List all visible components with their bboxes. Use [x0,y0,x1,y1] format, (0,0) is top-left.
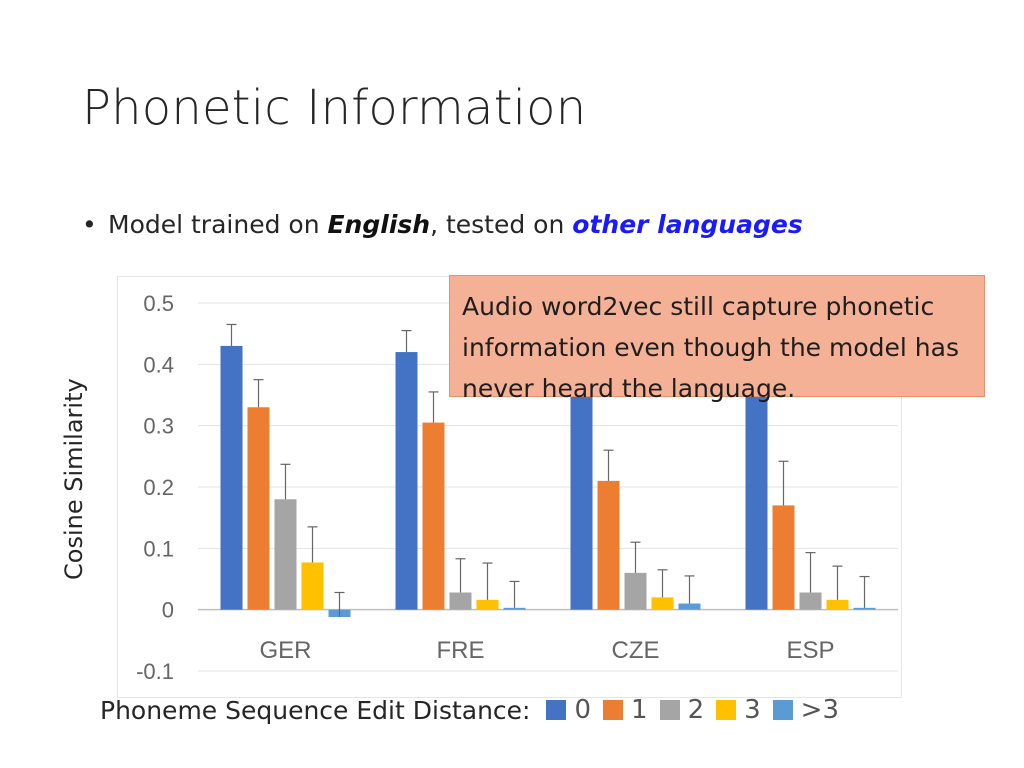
error-bar [401,330,412,353]
error-bar [428,391,439,423]
bar-esp-4 [853,607,876,610]
bullet-emphasis-other-languages: other languages [572,210,803,239]
slide-title: Phonetic Information [82,80,587,136]
legend-swatch [659,700,680,720]
bar-fre-3 [476,599,499,610]
y-tick-label: 0.1 [143,536,174,561]
bullet-dot: • [82,210,97,239]
error-bar [334,591,345,618]
bar-cze-2 [624,572,647,610]
legend-item: 0 [546,695,591,725]
legend-item: >3 [772,695,839,725]
legend-item: 2 [659,695,705,725]
bar-fre-1 [422,422,445,610]
bar-cze-1 [597,480,620,610]
bar-cze-0 [570,364,593,610]
error-bar [482,562,493,600]
legend-label: >3 [800,695,839,725]
legend-item: 1 [603,695,648,725]
error-bar [509,580,520,608]
bar-esp-1 [772,505,795,610]
error-bar [307,526,318,563]
bar-esp-2 [799,592,822,610]
bullet-middle: , tested on [430,210,573,239]
x-category-label: GER [259,637,311,664]
bar-cze-4 [678,603,701,610]
bar-ger-0 [220,345,243,610]
bar-ger-2 [274,499,297,610]
bar-ger-3 [301,562,324,610]
legend-label: 3 [744,695,761,725]
error-bar [859,575,870,608]
bar-esp-0 [745,370,768,610]
error-bar [832,565,843,600]
x-axis-categories: GER FRE CZE ESP [259,637,834,664]
error-bar [657,569,668,598]
legend-swatch [716,700,737,720]
error-bar [778,460,789,506]
bar-fre-4 [503,607,526,610]
y-axis-ticks: 0.5 0.4 0.3 0.2 0.1 0 -0.1 [136,291,174,684]
y-tick-label: 0.4 [143,352,174,377]
legend-items: 0 1 2 3 >3 [546,695,851,725]
legend-swatch [603,700,624,720]
y-tick-label: 0.3 [143,414,174,439]
legend-swatch [546,700,567,720]
bullet-emphasis-english: English [327,210,431,239]
y-tick-label: 0.5 [143,291,174,316]
error-bar [684,575,695,604]
x-category-label: ESP [786,637,834,664]
bar-ger-1 [247,407,270,610]
y-tick-label: 0 [162,598,174,623]
legend-label: 1 [631,695,648,725]
x-category-label: CZE [612,637,660,664]
error-bar [455,558,466,593]
error-bar [630,541,641,573]
bar-cze-3 [651,597,674,610]
chart-legend: Phoneme Sequence Edit Distance: 0 1 2 3 >3 [100,690,851,730]
legend-item: 3 [716,695,761,725]
error-bar [226,323,237,346]
legend-title: Phoneme Sequence Edit Distance: [100,695,531,725]
error-bar [253,379,264,408]
x-category-label: FRE [437,637,485,664]
bar-fre-2 [449,592,472,610]
error-bar [805,552,816,593]
legend-swatch [772,700,793,720]
callout-box: Audio word2vec still capture phonetic in… [449,275,985,403]
legend-label: 2 [687,695,705,725]
bar-fre-0 [395,352,418,610]
error-bar [280,463,291,500]
chart-bars [220,345,876,618]
bullet-point: • Model trained on English, tested on oth… [82,210,803,239]
y-axis-title: Cosine Similarity [60,378,88,580]
bar-esp-3 [826,599,849,610]
error-bar [603,449,614,481]
legend-label: 0 [574,695,592,725]
y-tick-label: -0.1 [136,659,174,684]
bullet-prefix: Model trained on [108,210,328,239]
y-tick-label: 0.2 [143,475,174,500]
